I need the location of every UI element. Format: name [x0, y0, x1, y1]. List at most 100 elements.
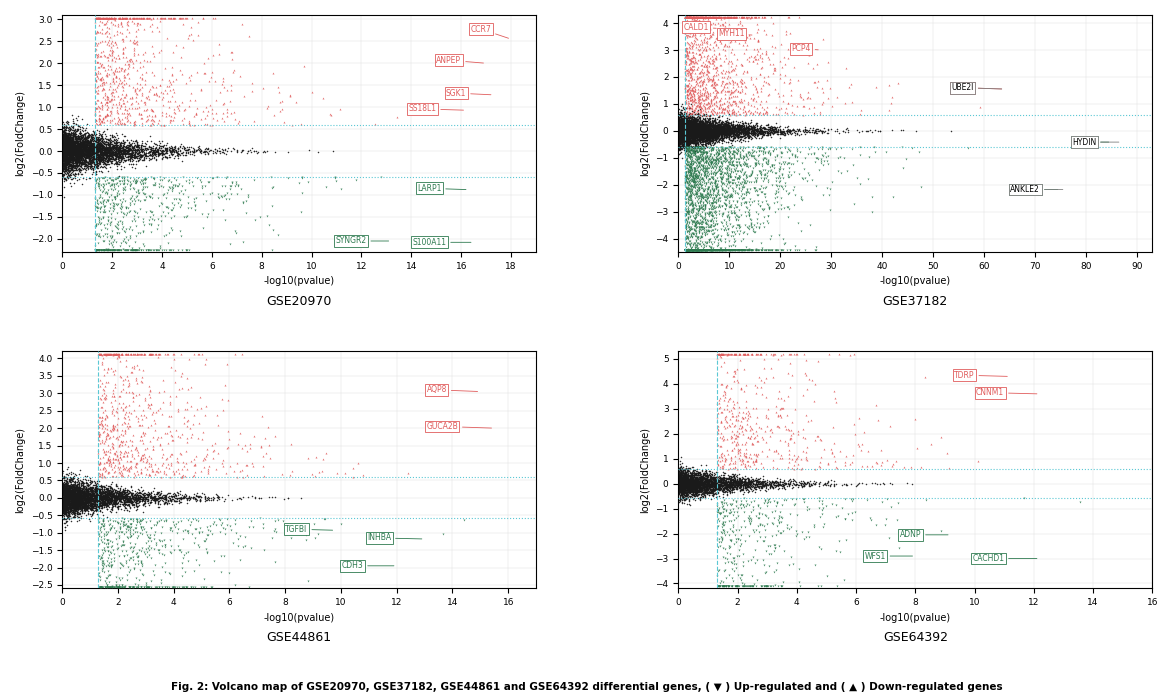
Point [732, 126, 751, 137]
Point [90, 129, 109, 140]
Point [198, 530, 217, 541]
Point [130, 349, 149, 360]
Point [84, 489, 103, 500]
Point [670, 122, 689, 133]
Point [677, 170, 696, 181]
Point [696, 204, 714, 215]
Point [82, 489, 101, 500]
Point [707, 121, 726, 132]
Point [114, 176, 133, 187]
Point [759, 129, 778, 140]
Point [108, 146, 127, 157]
Point [713, 471, 732, 482]
Point [73, 145, 91, 156]
Point [73, 158, 91, 169]
Point [57, 476, 76, 487]
Point [102, 349, 121, 360]
Point [57, 157, 76, 168]
Point [796, 446, 815, 457]
Point [762, 507, 781, 518]
Point [55, 151, 74, 162]
Point [264, 110, 283, 121]
Point [72, 152, 90, 163]
Point [673, 488, 692, 499]
Point [712, 123, 731, 134]
Point [676, 132, 694, 143]
Point [87, 478, 106, 489]
Point [671, 120, 690, 131]
Point [671, 116, 690, 127]
Point [106, 192, 124, 203]
Point [706, 131, 725, 142]
Point [671, 485, 690, 496]
Point [706, 479, 725, 490]
Point [72, 501, 90, 512]
Point [721, 160, 740, 171]
Point [61, 496, 80, 507]
Point [56, 117, 75, 128]
Point [74, 489, 93, 500]
Point [687, 147, 706, 158]
Point [55, 163, 74, 174]
Point [685, 12, 704, 23]
Point [719, 223, 738, 234]
Point [808, 124, 827, 135]
Point [73, 498, 91, 509]
Point [79, 479, 97, 490]
Point [75, 501, 94, 512]
Point [148, 146, 167, 157]
Point [707, 126, 726, 138]
Point [73, 493, 91, 504]
Point [687, 477, 706, 488]
Point [747, 417, 766, 428]
Point [75, 496, 94, 507]
Point [716, 17, 734, 28]
Point [696, 472, 714, 483]
Point [686, 185, 705, 196]
Point [677, 50, 696, 61]
Point [765, 567, 784, 578]
Point [674, 471, 693, 482]
Point [699, 133, 718, 145]
Point [77, 496, 96, 507]
Point [678, 135, 697, 146]
Point [678, 129, 697, 140]
Point [684, 56, 703, 67]
Point [682, 12, 700, 23]
Point [133, 420, 151, 431]
Point [710, 125, 728, 136]
Point [671, 138, 690, 149]
Point [93, 491, 111, 502]
Point [692, 487, 711, 498]
Point [670, 120, 689, 131]
Point [62, 140, 81, 152]
Point [692, 482, 711, 493]
Point [140, 489, 158, 500]
Point [77, 147, 96, 158]
Point [692, 485, 711, 496]
Point [69, 477, 88, 489]
Point [692, 118, 711, 129]
Point [57, 494, 76, 505]
Point [306, 532, 325, 543]
Point [686, 120, 705, 131]
Point [769, 354, 788, 365]
Point [135, 497, 154, 508]
Point [680, 130, 699, 141]
Point [137, 148, 156, 159]
Point [701, 468, 720, 480]
Point [716, 479, 734, 490]
Point [730, 402, 748, 413]
Point [730, 479, 748, 490]
Point [677, 244, 696, 255]
Point [730, 12, 748, 23]
Point [700, 123, 719, 134]
Point [774, 480, 793, 491]
Point [88, 51, 107, 62]
Point [109, 581, 128, 592]
Point [697, 179, 716, 190]
Point [806, 478, 825, 489]
Point [744, 129, 762, 140]
Point [70, 502, 89, 513]
Point [682, 117, 700, 128]
